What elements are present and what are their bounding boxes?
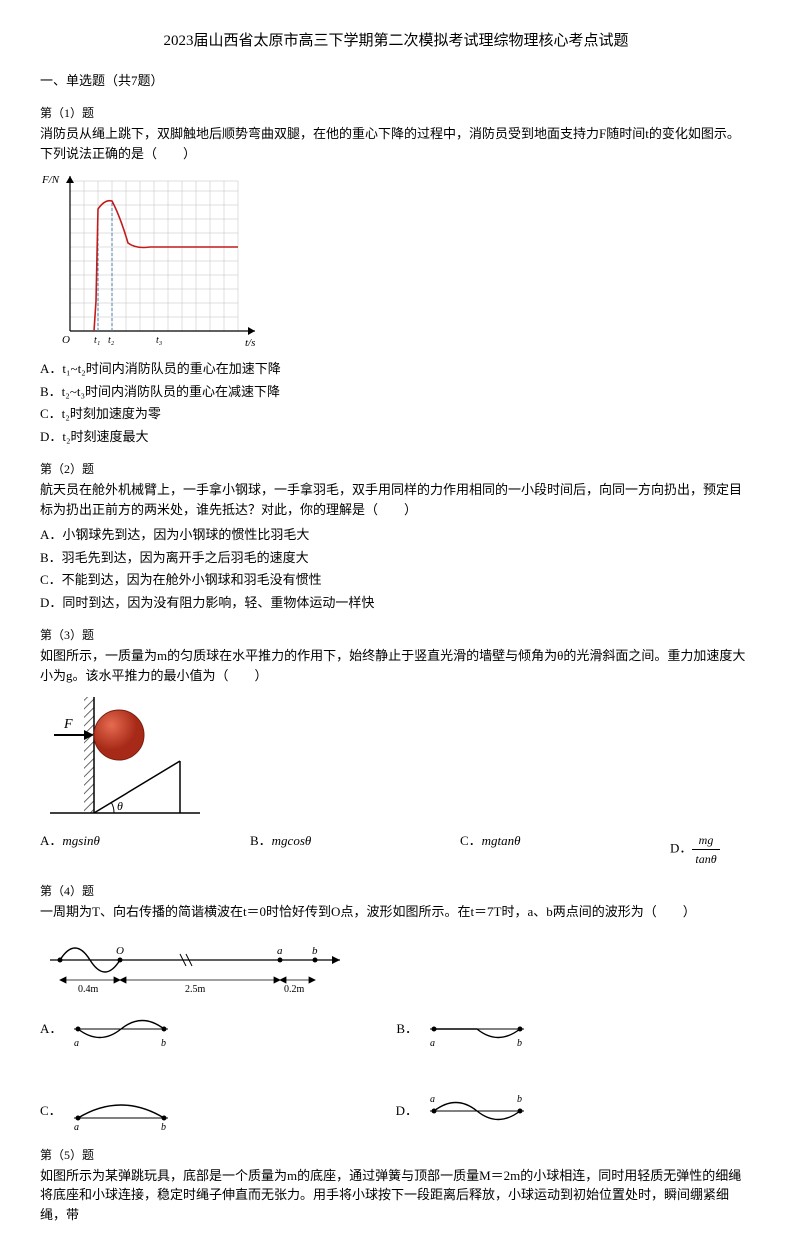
q3-text: 如图所示，一质量为m的匀质球在水平推力的作用下，始终静止于竖直光滑的墙壁与倾角为… (40, 646, 752, 685)
svg-text:0.4m: 0.4m (78, 984, 99, 995)
q2-options: A．小钢球先到达，因为小钢球的惯性比羽毛大 B．羽毛先到达，因为离开手之后羽毛的… (40, 525, 752, 612)
q3-force-label: F (63, 717, 73, 732)
q3-opt-c: C．mgtanθ (460, 831, 580, 868)
q1-text: 消防员从绳上跳下，双脚触地后顺势弯曲双腿，在他的重心下降的过程中，消防员受到地面… (40, 124, 752, 163)
svg-text:b: b (161, 1122, 166, 1132)
q1-xlabel: t/s (245, 337, 255, 349)
q4-options: A． a b B． a b C． a b D． (40, 1008, 752, 1132)
q4-opt-a: A． a b (40, 1008, 176, 1050)
q4-figure: O a b 0.4m 2.5m 0.2m (40, 930, 752, 1000)
q4-num: 第（4）题 (40, 882, 752, 900)
q3-opt-b: B．mgcosθ (250, 831, 370, 868)
q1-num: 第（1）题 (40, 104, 752, 122)
q2-num: 第（2）题 (40, 460, 752, 478)
q1-opt-c: C．t₂时刻加速度为零 (40, 404, 752, 424)
q4-text: 一周期为T、向右传播的简谐横波在t＝0时恰好传到O点，波形如图所示。在t＝7T时… (40, 902, 752, 922)
q2-text: 航天员在舱外机械臂上，一手拿小钢球，一手拿羽毛，双手用同样的力作用相同的一小段时… (40, 480, 752, 519)
svg-text:a: a (74, 1122, 79, 1132)
q3-opt-d: D．mgtanθ (670, 831, 790, 868)
q3-num: 第（3）题 (40, 626, 752, 644)
q1-options: A．t₁~t₂时间内消防队员的重心在加速下降 B．t₂~t₃时间内消防队员的重心… (40, 359, 752, 446)
q1-ylabel: F/N (41, 174, 60, 186)
svg-text:0.2m: 0.2m (284, 984, 305, 995)
q3-figure: θ F (40, 693, 752, 823)
svg-text:b: b (517, 1038, 522, 1049)
svg-text:O: O (116, 945, 124, 957)
page-title: 2023届山西省太原市高三下学期第二次模拟考试理综物理核心考点试题 (40, 30, 752, 53)
svg-text:2.5m: 2.5m (185, 984, 206, 995)
svg-text:b: b (517, 1094, 522, 1105)
q1-opt-a: A．t₁~t₂时间内消防队员的重心在加速下降 (40, 359, 752, 379)
svg-text:t₂: t₂ (108, 335, 115, 346)
svg-text:t₃: t₃ (156, 335, 163, 346)
q2-opt-d: D．同时到达，因为没有阻力影响，轻、重物体运动一样快 (40, 593, 752, 613)
q2-opt-a: A．小钢球先到达，因为小钢球的惯性比羽毛大 (40, 525, 752, 545)
q4-opt-c: C． a b (40, 1090, 176, 1132)
section-head-1: 一、单选题（共7题） (40, 71, 752, 91)
svg-text:b: b (161, 1038, 166, 1049)
q5-num: 第（5）题 (40, 1146, 752, 1164)
q2-opt-c: C．不能到达，因为在舱外小钢球和羽毛没有惯性 (40, 570, 752, 590)
svg-text:a: a (74, 1038, 79, 1049)
q3-opt-a: A．mgsinθ (40, 831, 160, 868)
q3-theta: θ (117, 799, 123, 813)
q5-text: 如图所示为某弹跳玩具，底部是一个质量为m的底座，通过弹簧与顶部一质量M＝2m的小… (40, 1166, 752, 1225)
svg-text:t₁: t₁ (94, 335, 100, 346)
q1-opt-b: B．t₂~t₃时间内消防队员的重心在减速下降 (40, 382, 752, 402)
q4-opt-b: B． a b (396, 1008, 532, 1050)
q3-options: A．mgsinθ B．mgcosθ C．mgtanθ D．mgtanθ (40, 831, 752, 868)
q1-opt-d: D．t₂时刻速度最大 (40, 427, 752, 447)
svg-text:O: O (62, 334, 70, 346)
q1-figure: F/N t/s O t₁ t₂ t₃ (40, 171, 752, 351)
svg-text:a: a (277, 945, 283, 957)
svg-text:a: a (430, 1094, 435, 1105)
q4-opt-d: D． a b (396, 1090, 532, 1132)
q2-opt-b: B．羽毛先到达，因为离开手之后羽毛的速度大 (40, 548, 752, 568)
svg-text:a: a (430, 1038, 435, 1049)
svg-text:b: b (312, 945, 318, 957)
